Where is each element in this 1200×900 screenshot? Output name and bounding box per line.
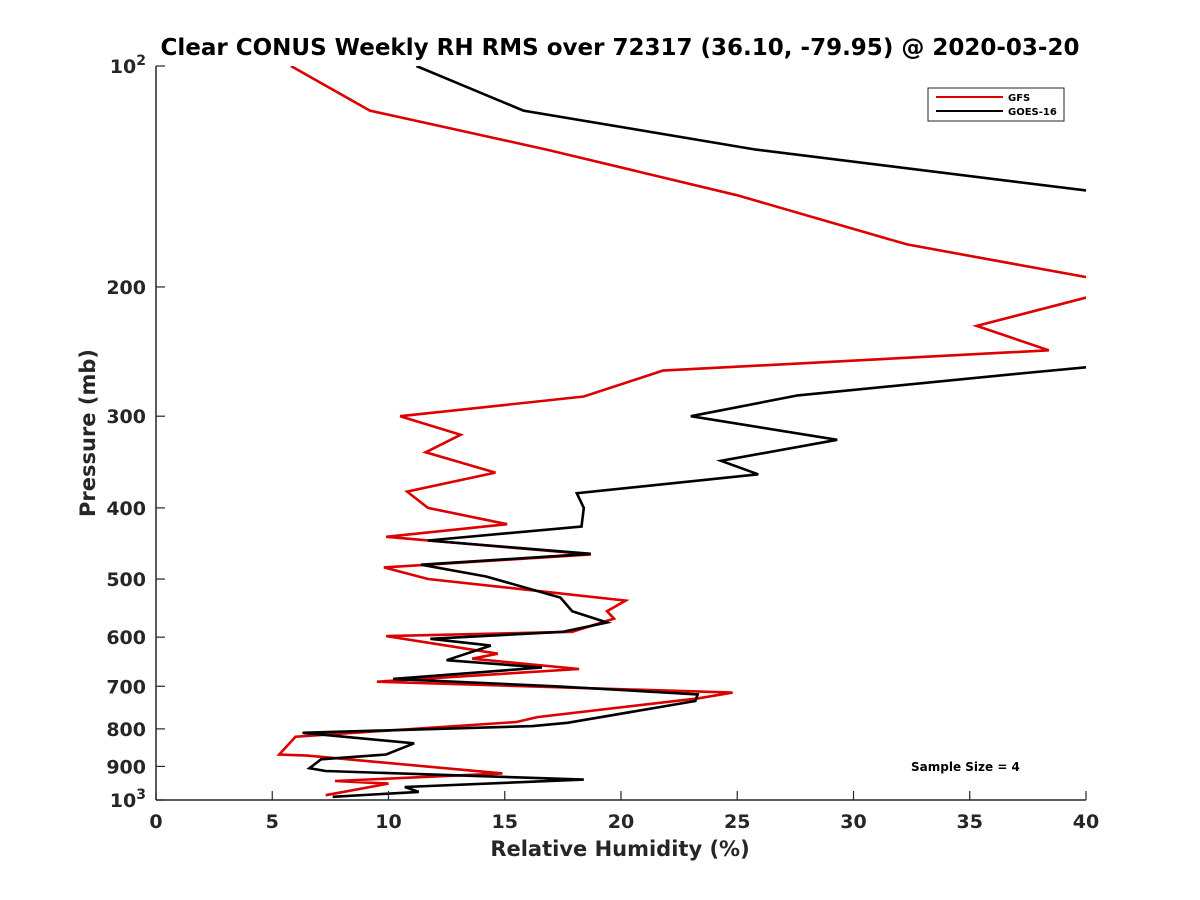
x-tick-label: 15	[492, 811, 518, 833]
y-tick-label: 900	[106, 756, 146, 778]
legend-box	[927, 87, 1065, 122]
legend-label-gfs: GFS	[1008, 93, 1030, 104]
x-tick-label: 20	[608, 811, 634, 833]
sample-size-annotation: Sample Size = 4	[911, 760, 1020, 774]
y-axis-label: Pressure (mb)	[76, 349, 100, 517]
x-tick-labels: 0 5 10 15 20 25 30 35 40	[149, 811, 1099, 833]
series-line-gfs	[276, 66, 1086, 797]
x-tick-label: 10	[375, 811, 401, 833]
y-tick-label: 200	[106, 277, 146, 299]
x-tick-label: 30	[840, 811, 866, 833]
y-tick-label: 800	[106, 719, 146, 741]
axes-layer	[155, 65, 1087, 801]
y-tick-label: 500	[106, 569, 146, 591]
y-tick-label: 700	[106, 676, 146, 698]
chart-title: Clear CONUS Weekly RH RMS over 72317 (36…	[161, 35, 1080, 61]
series-layer	[276, 66, 1086, 799]
x-tick-label: 0	[149, 811, 162, 833]
x-tick-label: 40	[1073, 811, 1099, 833]
y-tick-labels: 102 200 300 400 500 600 700 800 900 103	[106, 53, 146, 812]
x-tick-label: 35	[957, 811, 983, 833]
x-tick-label: 5	[266, 811, 279, 833]
y-tick-label: 300	[106, 406, 146, 428]
y-tick-label: 102	[110, 53, 146, 78]
series-line-goes16	[302, 66, 1086, 799]
y-tick-label: 600	[106, 627, 146, 649]
legend: GFS GOES-16	[927, 87, 1065, 122]
x-tick-label: 25	[724, 811, 750, 833]
y-tick-label: 400	[106, 498, 146, 520]
y-tick-label: 103	[110, 787, 146, 812]
x-axis-label: Relative Humidity (%)	[490, 837, 749, 861]
legend-label-goes16: GOES-16	[1008, 107, 1057, 118]
